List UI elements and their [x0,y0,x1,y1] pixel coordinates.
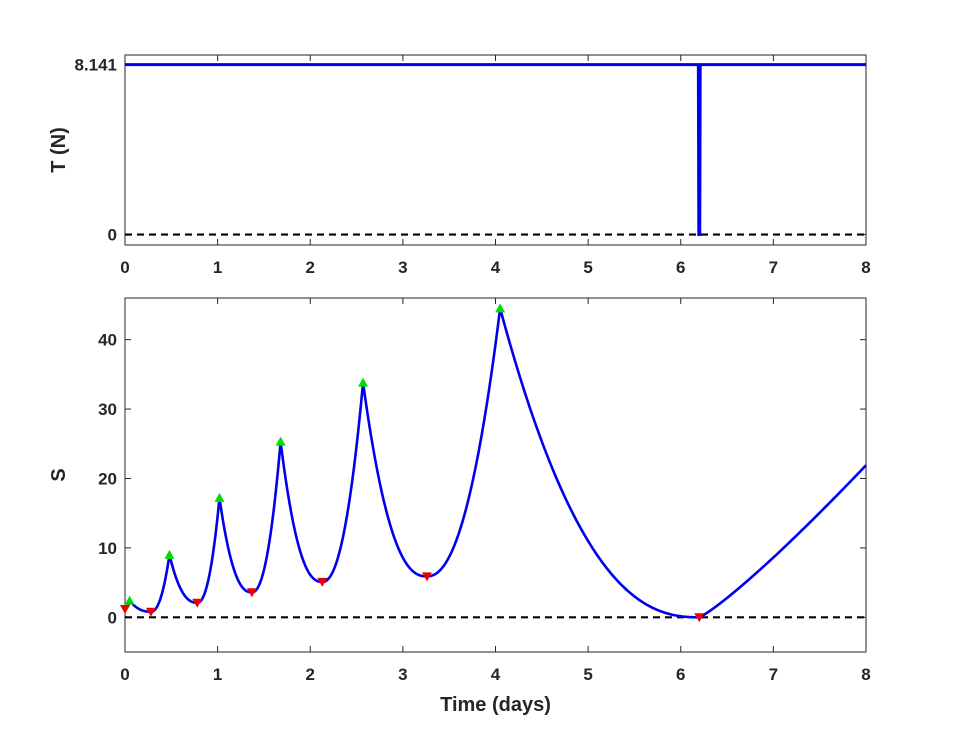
y-tick-label: 8.141 [74,56,117,75]
x-tick-label: 6 [676,665,685,684]
x-tick-label: 4 [491,665,501,684]
x-tick-label: 7 [769,258,778,277]
y-tick-label: 10 [98,539,117,558]
local-maximum-marker [275,436,286,446]
local-minimum-marker [317,577,328,587]
y-tick-label: 40 [98,331,117,350]
local-minimum-marker [694,613,705,623]
x-tick-label: 3 [398,258,407,277]
y-tick-label: 20 [98,469,117,488]
x-tick-label: 4 [491,258,501,277]
x-tick-label: 1 [213,665,222,684]
local-minimum-marker [421,572,432,582]
local-minimum-marker [145,607,156,617]
x-tick-label: 2 [306,665,315,684]
x-tick-label: 8 [861,665,870,684]
local-maximum-marker [124,595,135,605]
axes-frame [124,54,867,246]
y-axis-label: S [48,468,70,481]
x-tick-label: 7 [769,665,778,684]
x-tick-label: 0 [120,665,129,684]
x-tick-label: 0 [120,258,129,277]
thrust-axes: 0 1 2 3 4 5 6 7 8 0 8.141 T (N) [48,54,871,277]
local-maximum-marker [495,303,506,313]
x-tick-label: 6 [676,258,685,277]
x-tick-label: 5 [583,258,592,277]
thrust-series-line [125,63,866,237]
local-minimum-marker [246,588,257,598]
y-tick-label: 0 [108,226,117,245]
y-tick-label: 30 [98,400,117,419]
y-tick-label: 0 [108,608,117,627]
x-axis-label: Time (days) [440,694,551,716]
x-tick-label: 8 [861,258,870,277]
local-minimum-marker [120,604,130,614]
local-maximum-marker [358,377,369,387]
x-tick-label: 1 [213,258,222,277]
local-maximum-marker [214,492,225,502]
y-axis-label: T (N) [48,127,70,173]
x-tick-label: 5 [583,665,592,684]
s-axes: 0 1 2 3 4 5 6 7 8 0 10 20 30 40 S Time (days) [48,297,871,716]
local-maximum-marker [164,549,175,559]
x-tick-label: 3 [398,665,407,684]
local-minimum-marker [192,598,203,608]
x-tick-label: 2 [306,258,315,277]
